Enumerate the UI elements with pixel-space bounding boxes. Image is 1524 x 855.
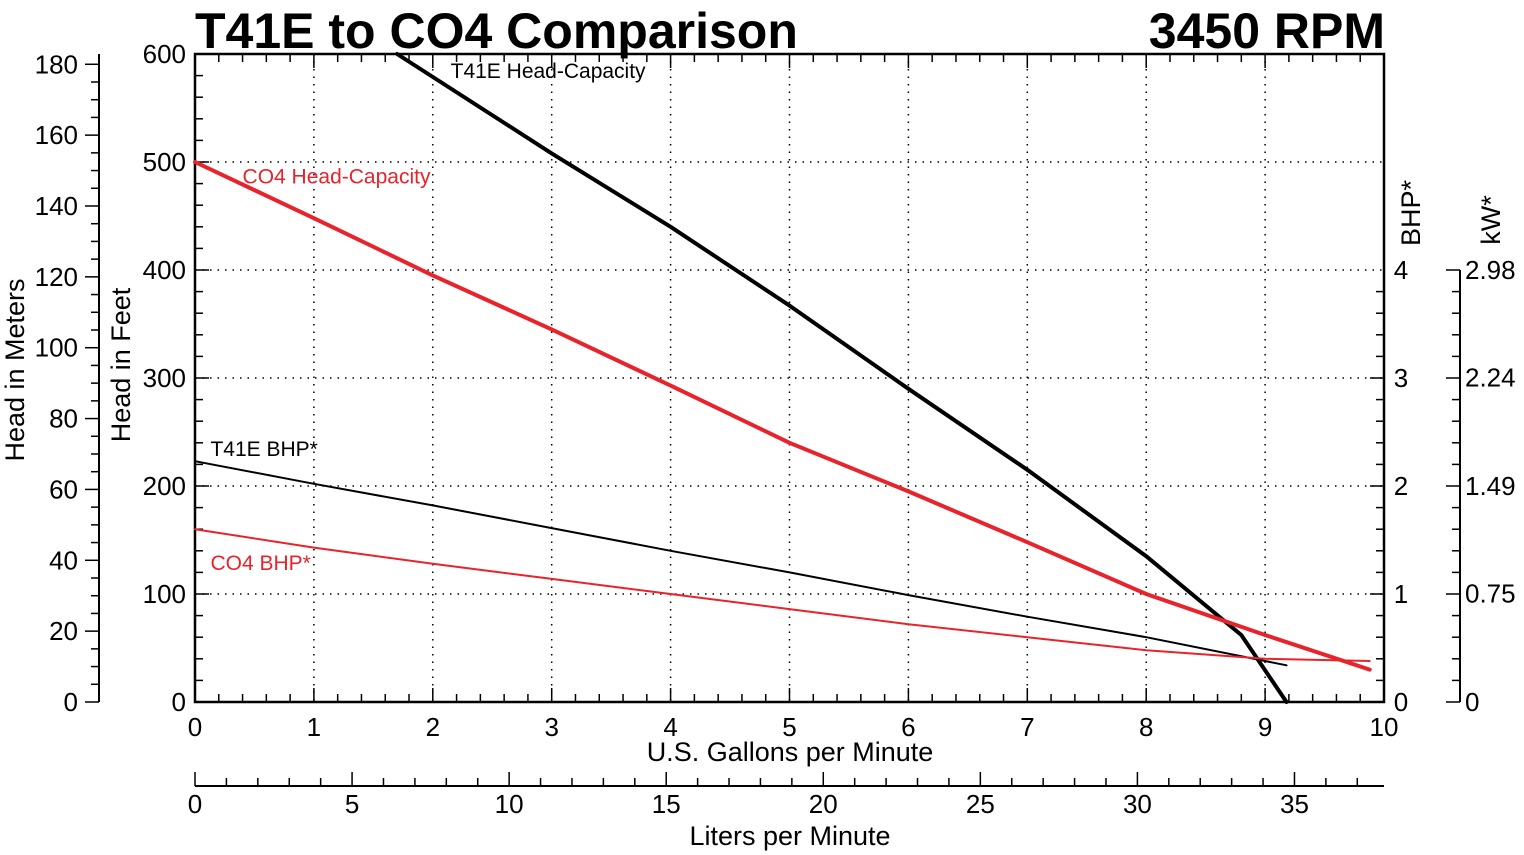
meters-tick-label: 80: [49, 404, 78, 434]
gpm-tick-label: 3: [544, 712, 558, 742]
kw-tick-label: 2.24: [1465, 362, 1516, 392]
lpm-tick-label: 35: [1280, 789, 1309, 819]
lpm-tick-label: 5: [345, 789, 359, 819]
gpm-axis-title: U.S. Gallons per Minute: [647, 737, 934, 767]
bhp-tick-label: 0: [1394, 687, 1408, 717]
series-line-t41e-bhp: [194, 460, 1288, 667]
series-label: T41E BHP*: [210, 438, 317, 461]
series-lines: [193, 52, 1372, 704]
feet-axis-title: Head in Feet: [106, 287, 136, 442]
meters-tick-label: 20: [49, 616, 78, 646]
gpm-tick-label: 8: [1139, 712, 1153, 742]
kw-tick-label: 2.98: [1465, 255, 1516, 285]
kw-tick-label: 0: [1465, 687, 1479, 717]
meters-tick-label: 40: [49, 545, 78, 575]
gpm-tick-label: 2: [426, 712, 440, 742]
gpm-tick-label: 9: [1258, 712, 1272, 742]
gpm-tick-label: 4: [663, 712, 677, 742]
feet-tick-label: 500: [143, 147, 186, 177]
feet-tick-label: 600: [143, 39, 186, 69]
meters-tick-label: 60: [49, 474, 78, 504]
feet-tick-label: 200: [143, 471, 186, 501]
lpm-axis-title: Liters per Minute: [689, 821, 890, 851]
meters-axis-title: Head in Meters: [0, 278, 30, 461]
bhp-tick-label: 1: [1394, 579, 1408, 609]
meters-tick-label: 100: [35, 333, 78, 363]
chart-subtitle: 3450 RPM: [1149, 3, 1385, 59]
lpm-tick-label: 0: [188, 789, 202, 819]
series-line-co4-head-capacity: [193, 160, 1372, 672]
gpm-tick-label: 5: [782, 712, 796, 742]
series-labels: T41E Head-Capacity CO4 Head-Capacity T41E …: [210, 60, 646, 575]
bhp-tick-label: 2: [1394, 471, 1408, 501]
lpm-tick-label: 30: [1123, 789, 1152, 819]
kw-tick-label: 0.75: [1465, 578, 1516, 608]
chart-title: T41E to CO4 Comparison: [195, 3, 798, 59]
kw-axis-title: kW*: [1476, 195, 1506, 245]
bhp-tick-label: 3: [1394, 363, 1408, 393]
gpm-tick-label: 7: [1020, 712, 1034, 742]
feet-tick-label: 300: [143, 363, 186, 393]
series-label: CO4 Head-Capacity: [243, 166, 431, 189]
meters-tick-label: 180: [35, 49, 78, 79]
meters-tick-label: 120: [35, 262, 78, 292]
feet-tick-label: 0: [172, 687, 186, 717]
series-line-t41e-head-capacity: [395, 52, 1289, 704]
meters-tick-label: 0: [64, 687, 78, 717]
meters-tick-label: 140: [35, 191, 78, 221]
gpm-tick-label: 1: [307, 712, 321, 742]
series-line-co4-bhp: [194, 528, 1371, 662]
feet-tick-label: 400: [143, 255, 186, 285]
gpm-tick-label: 10: [1370, 712, 1399, 742]
feet-tick-label: 100: [143, 579, 186, 609]
meters-tick-label: 160: [35, 120, 78, 150]
bhp-axis-title: BHP*: [1396, 179, 1426, 246]
lpm-tick-label: 25: [966, 789, 995, 819]
series-label: T41E Head-Capacity: [451, 60, 646, 83]
bhp-tick-label: 4: [1394, 255, 1408, 285]
gpm-tick-label: 0: [188, 712, 202, 742]
gpm-tick-label: 6: [901, 712, 915, 742]
lpm-tick-label: 10: [495, 789, 524, 819]
lpm-tick-label: 20: [809, 789, 838, 819]
lpm-tick-label: 15: [652, 789, 681, 819]
kw-tick-label: 1.49: [1465, 471, 1516, 501]
series-label: CO4 BHP*: [210, 552, 310, 575]
